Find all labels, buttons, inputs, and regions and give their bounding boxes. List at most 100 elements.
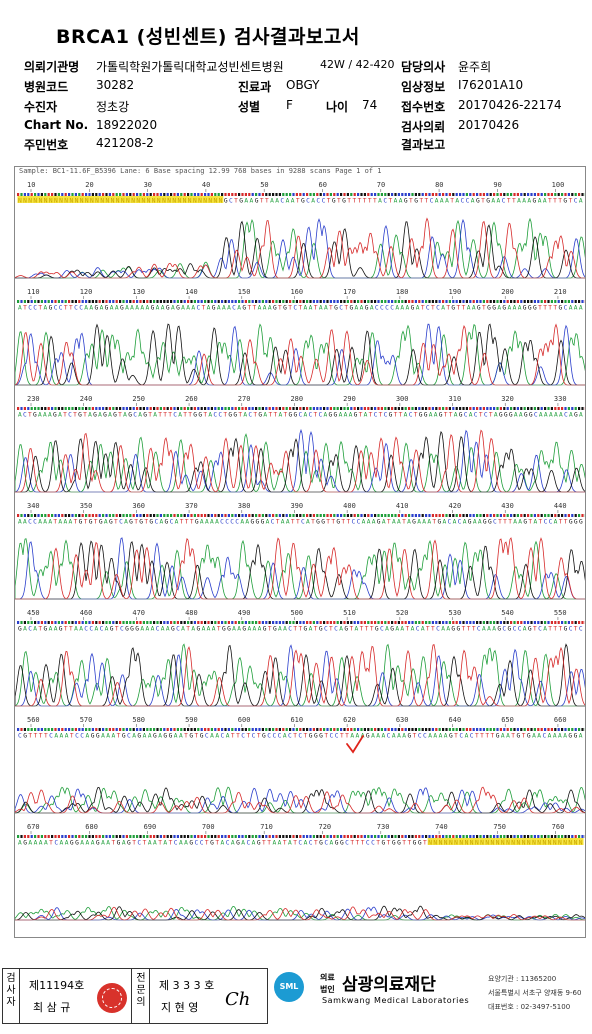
department: OBGY — [286, 78, 320, 92]
svg-text:T: T — [304, 733, 308, 740]
svg-text:A: A — [184, 840, 188, 847]
svg-text:C: C — [229, 198, 233, 205]
svg-text:T: T — [215, 840, 219, 847]
svg-text:G: G — [255, 198, 259, 205]
svg-text:T: T — [548, 198, 552, 205]
svg-text:A: A — [278, 840, 282, 847]
svg-text:T: T — [23, 305, 27, 312]
svg-text:A: A — [497, 198, 501, 205]
tick-label: 200 — [501, 288, 514, 296]
svg-text:C: C — [28, 305, 32, 312]
svg-text:G: G — [293, 412, 297, 419]
svg-text:T: T — [217, 626, 221, 633]
svg-text:T: T — [118, 412, 122, 419]
svg-text:T: T — [134, 519, 138, 526]
svg-text:T: T — [158, 840, 162, 847]
svg-text:G: G — [143, 412, 147, 419]
svg-text:A: A — [98, 412, 102, 419]
svg-text:A: A — [153, 412, 157, 419]
svg-text:N: N — [121, 198, 125, 205]
svg-text:G: G — [499, 412, 503, 419]
svg-text:C: C — [324, 626, 328, 633]
svg-text:G: G — [332, 198, 336, 205]
svg-text:N: N — [568, 840, 572, 847]
svg-text:A: A — [74, 626, 78, 633]
svg-text:N: N — [511, 840, 515, 847]
svg-text:A: A — [421, 626, 425, 633]
svg-text:N: N — [136, 198, 140, 205]
svg-text:N: N — [162, 198, 166, 205]
svg-text:T: T — [326, 519, 330, 526]
svg-text:C: C — [133, 412, 137, 419]
svg-text:C: C — [28, 519, 32, 526]
svg-text:T: T — [413, 733, 417, 740]
svg-text:T: T — [84, 519, 88, 526]
svg-text:T: T — [262, 840, 266, 847]
svg-text:G: G — [424, 412, 428, 419]
tick-label: 450 — [27, 609, 40, 617]
svg-text:A: A — [89, 305, 93, 312]
svg-text:T: T — [528, 519, 532, 526]
svg-text:A: A — [400, 626, 404, 633]
svg-text:C: C — [466, 198, 470, 205]
svg-text:T: T — [38, 626, 42, 633]
svg-text:A: A — [434, 412, 438, 419]
svg-text:A: A — [559, 412, 563, 419]
svg-text:N: N — [18, 198, 22, 205]
svg-text:A: A — [44, 840, 48, 847]
svg-text:A: A — [482, 626, 486, 633]
svg-text:T: T — [331, 519, 335, 526]
svg-text:A: A — [454, 412, 458, 419]
svg-text:A: A — [94, 626, 98, 633]
svg-text:A: A — [86, 840, 90, 847]
svg-text:T: T — [369, 412, 373, 419]
svg-text:A: A — [60, 733, 64, 740]
tick-label: 340 — [27, 502, 40, 510]
svg-text:T: T — [569, 198, 573, 205]
svg-text:N: N — [563, 840, 567, 847]
svg-text:A: A — [123, 412, 127, 419]
svg-text:C: C — [213, 412, 217, 419]
svg-text:G: G — [508, 626, 512, 633]
svg-text:C: C — [426, 305, 430, 312]
label-requesting-org: 의뢰기관명 — [24, 60, 80, 74]
svg-text:T: T — [205, 840, 209, 847]
svg-text:C: C — [339, 305, 343, 312]
svg-text:A: A — [232, 626, 236, 633]
svg-text:N: N — [553, 840, 557, 847]
svg-text:C: C — [477, 626, 481, 633]
tick-label: 740 — [435, 823, 448, 831]
svg-text:G: G — [574, 519, 578, 526]
clinical-info: I76201A10 — [458, 78, 524, 92]
svg-text:T: T — [253, 305, 257, 312]
svg-text:G: G — [227, 626, 231, 633]
svg-text:A: A — [360, 305, 364, 312]
svg-text:T: T — [111, 840, 115, 847]
svg-text:C: C — [68, 412, 72, 419]
svg-text:N: N — [183, 198, 187, 205]
tick-label: 660 — [554, 716, 567, 724]
peak-trace-T — [15, 217, 585, 279]
svg-text:A: A — [281, 519, 285, 526]
svg-text:G: G — [411, 305, 415, 312]
svg-text:T: T — [296, 198, 300, 205]
svg-text:T: T — [533, 626, 537, 633]
svg-text:T: T — [329, 626, 333, 633]
svg-text:C: C — [79, 305, 83, 312]
svg-text:A: A — [266, 519, 270, 526]
svg-text:A: A — [399, 198, 403, 205]
svg-text:A: A — [372, 519, 376, 526]
svg-text:N: N — [85, 198, 89, 205]
svg-text:A: A — [222, 305, 226, 312]
svg-text:T: T — [246, 733, 250, 740]
svg-text:C: C — [248, 412, 252, 419]
svg-text:A: A — [445, 198, 449, 205]
label-resident-no: 주민번호 — [24, 138, 69, 152]
svg-text:C: C — [316, 198, 320, 205]
svg-text:A: A — [231, 840, 235, 847]
svg-text:G: G — [504, 412, 508, 419]
svg-text:C: C — [33, 305, 37, 312]
svg-text:N: N — [75, 198, 79, 205]
svg-text:G: G — [389, 412, 393, 419]
